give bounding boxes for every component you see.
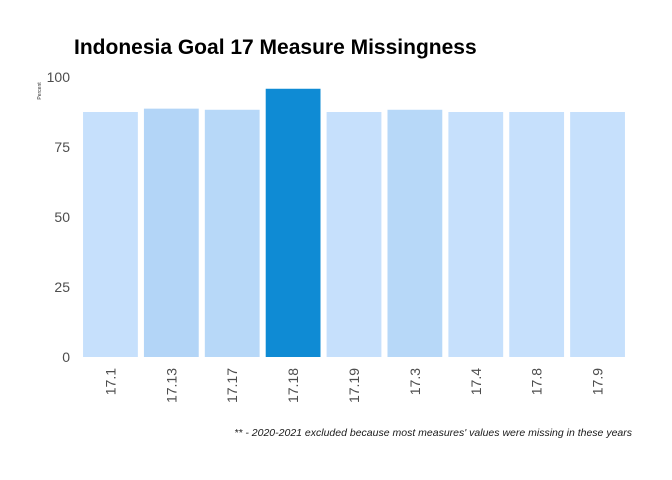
chart-caption: ** - 2020-2021 excluded because most mea… [234,427,632,439]
x-tick-label: 17.18 [285,368,301,403]
y-tick-label: 50 [54,209,70,225]
x-tick-label: 17.13 [163,368,179,403]
bar-17-4 [448,112,504,357]
x-tick-label: 17.1 [102,368,118,395]
y-tick-label: 100 [47,69,71,85]
bar-17-9 [570,112,625,357]
bar-17-19 [326,112,382,357]
x-tick-label: 17.17 [224,368,240,403]
x-axis: 17.1 17.13 17.17 17.18 17.19 17.3 17.4 17.8 17.9 [102,368,605,403]
x-tick-label: 17.8 [529,368,545,395]
y-tick-label: 25 [54,279,70,295]
x-tick-label: 17.9 [590,368,606,395]
y-axis-label: Percent [37,82,43,100]
x-tick-label: 17.4 [468,368,484,395]
bar-17-17 [204,109,260,357]
y-tick-label: 75 [54,139,70,155]
bar-17-1 [83,112,138,357]
y-axis: 0 25 50 75 100 [47,69,71,365]
bar-17-18 [265,88,321,357]
x-tick-label: 17.19 [346,368,362,403]
bar-17-13 [143,108,199,357]
chart-title: Indonesia Goal 17 Measure Missingness [74,36,477,59]
bar-17-3 [387,109,443,357]
y-tick-label: 0 [62,349,70,365]
bar-17-8 [509,112,565,357]
x-tick-label: 17.3 [407,368,423,395]
bars [83,88,625,357]
